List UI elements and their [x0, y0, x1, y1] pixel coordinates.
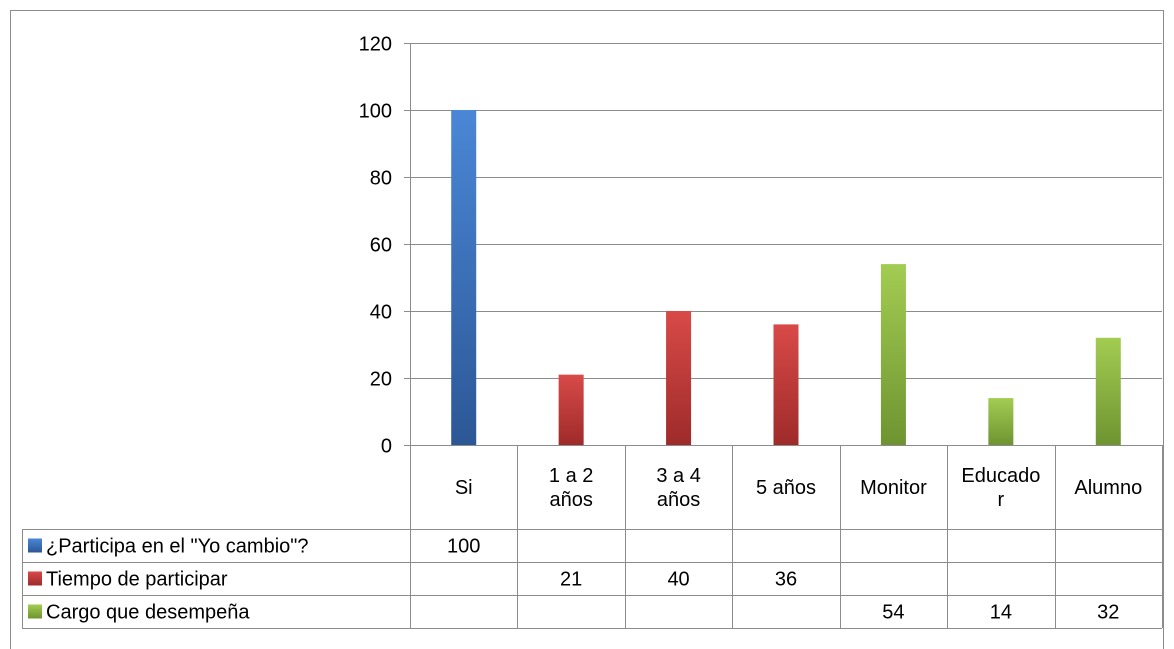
y-tick-label: 120 [359, 34, 392, 56]
x-category-label: 3 a 4 años [656, 465, 700, 511]
data-value-label: 14 [990, 602, 1012, 624]
data-value-label: 36 [775, 569, 797, 591]
x-category-label: 5 años [756, 477, 816, 499]
y-axis: 0 20 40 60 80 100 120 [359, 34, 411, 458]
data-value-label: 54 [882, 602, 904, 624]
bar [1095, 337, 1121, 445]
x-category-label: Si [455, 477, 473, 499]
data-value-label: 100 [447, 536, 480, 558]
bar [988, 398, 1014, 445]
y-tick-label: 40 [370, 302, 392, 324]
bar [666, 311, 692, 445]
x-category-label: Educado r [961, 465, 1040, 511]
legend-label: Cargo que desempeña [46, 602, 250, 624]
x-category-label: Alumno [1074, 477, 1142, 499]
data-table: Si 1 a 2 años 3 a 4 años 5 años Monitor Educado… [22, 445, 1163, 629]
y-tick-label: 20 [370, 369, 392, 391]
bar [451, 110, 477, 445]
bars [451, 110, 1121, 445]
bar [880, 264, 906, 445]
data-value-label: 32 [1097, 602, 1119, 624]
y-tick-label: 80 [370, 168, 392, 190]
x-category-label: 1 a 2 años [549, 465, 593, 511]
legend-label: ¿Participa en el "Yo cambio"? [46, 536, 309, 558]
data-value-label: 21 [560, 569, 582, 591]
legend-swatch [28, 604, 42, 619]
y-tick-label: 60 [370, 235, 392, 257]
legend-label: Tiempo de participar [46, 569, 228, 591]
y-tick-label: 100 [359, 101, 392, 123]
y-tick-label: 0 [381, 436, 392, 458]
data-value-label: 40 [667, 569, 689, 591]
x-category-label: Monitor [860, 477, 927, 499]
bar [773, 324, 799, 445]
legend-swatch [28, 538, 42, 553]
bar [558, 374, 584, 445]
legend-swatch [28, 571, 42, 586]
chart-border [10, 10, 1164, 649]
